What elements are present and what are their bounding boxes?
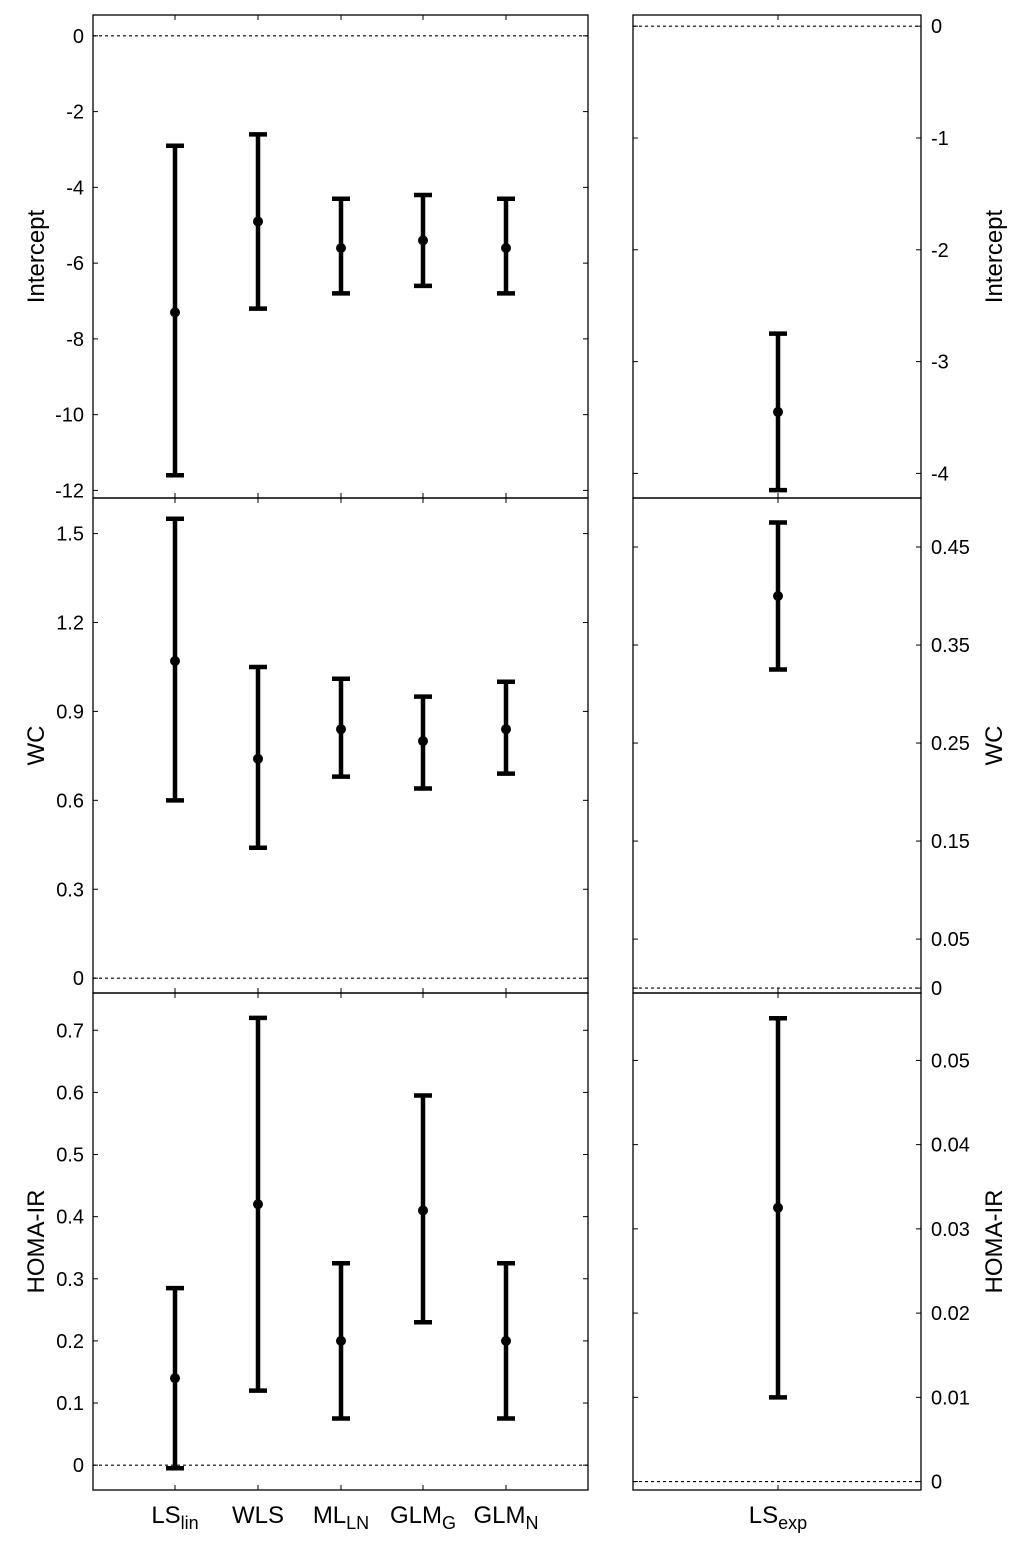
x-category-label: GLMG [390,1502,456,1533]
y-tick-label: 1.2 [56,612,84,634]
errorbar-LS_exp [769,520,787,672]
x-category-label: LSexp [749,1502,807,1533]
errorbar-LS_exp [769,1016,787,1400]
panel-wc-left: 0 0.3 0.6 0.9 1.2 1.5 WC [23,497,589,994]
y-tick-label: 0.03 [931,1219,970,1241]
estimate-point [253,1199,263,1210]
x-category-label: LSlin [151,1502,198,1533]
errorbar-LS_lin [166,516,184,803]
x-category-label: WLS [232,1502,284,1529]
estimate-point [501,1335,511,1346]
y-axis-title: Intercept [23,209,50,303]
y-tick-label: 0.01 [931,1387,970,1409]
y-tick-label: 0.45 [931,537,970,559]
estimate-point [773,591,783,602]
y-axis-title: HOMA-IR [981,1190,1008,1294]
panel-homa-right: 0 0.01 0.02 0.03 0.04 0.05 HOMA-IR [632,992,1008,1494]
y-axis-title: WC [981,726,1008,766]
y-axis-title: WC [23,726,50,766]
y-tick-label: -3 [931,352,949,374]
y-tick-label: 0.6 [56,1082,84,1104]
x-category-label: GLMN [473,1502,538,1533]
y-tick-label: 0.1 [56,1393,84,1415]
errorbar-GLM_N [497,679,515,776]
y-tick-label: 0.35 [931,635,970,657]
y-tick-label: -12 [55,480,84,502]
errorbar-LS_exp [769,331,787,493]
y-tick-label: 0.2 [56,1331,84,1353]
y-tick-label: 0 [73,1455,84,1477]
y-tick-label: -2 [66,102,84,124]
y-tick-label: 0 [73,968,84,990]
y-tick-label: 0.05 [931,929,970,951]
y-tick-label: 0 [931,16,942,38]
estimate-point [336,242,346,253]
y-tick-label: 0.6 [56,790,84,812]
estimate-point [773,406,783,417]
panel-frame [632,992,922,1491]
y-tick-label: 0.05 [931,1050,970,1072]
panel-intercept-right: 0 -1 -2 -3 -4 Intercept [632,14,1008,499]
y-tick-label: 0.4 [56,1207,84,1229]
y-tick-label: 0.04 [931,1135,970,1157]
errorbar-ML_LN [332,196,350,296]
y-tick-label: 0 [931,1472,942,1494]
y-tick-label: -4 [931,463,949,485]
y-tick-label: 1.5 [56,524,84,546]
y-tick-label: 0.5 [56,1145,84,1167]
panel-wc-right: 0 0.05 0.15 0.25 0.35 0.45 WC [632,497,1008,1000]
y-tick-label: 0.7 [56,1020,84,1042]
y-tick-label: -10 [55,405,84,427]
errorbar-GLM_G [414,694,432,791]
errorbar-GLM_G [414,192,432,289]
errorbar-GLM_N [497,196,515,296]
errorbar-WLS [249,1015,267,1393]
panel-intercept-left: 0 -2 -4 -6 -8 -10 -12 Intercept [23,14,589,502]
errorbar-WLS [249,132,267,311]
errorbar-GLM_G [414,1093,432,1325]
y-tick-label: 0 [73,26,84,48]
estimate-point [418,736,428,747]
errorbar-LS_lin [166,143,184,478]
panel-homa-left: 0 0.1 0.2 0.3 0.4 0.5 0.6 0.7 HOMA-IR [23,992,589,1491]
y-tick-label: 0.25 [931,733,970,755]
y-tick-label: -6 [66,253,84,275]
y-tick-label: 0 [931,978,942,1000]
y-tick-label: -4 [66,177,84,199]
estimate-point [418,1205,428,1216]
estimate-point [253,216,263,227]
estimate-point [170,1373,180,1384]
y-tick-label: 0.9 [56,701,84,723]
estimate-point [773,1202,783,1213]
y-tick-label: 0.3 [56,1269,84,1291]
estimate-point [170,656,180,667]
errorbar-ML_LN [332,676,350,779]
errorbar-ML_LN [332,1260,350,1421]
estimate-point [336,1335,346,1346]
estimate-point [253,753,263,764]
y-tick-label: -1 [931,128,949,150]
errorbar-LS_lin [166,1285,184,1471]
y-tick-label: 0.3 [56,879,84,901]
estimate-point [501,242,511,253]
errorbar-GLM_N [497,1260,515,1421]
y-axis-title: HOMA-IR [23,1190,50,1294]
estimate-point [501,724,511,735]
y-axis-title: Intercept [981,209,1008,303]
y-tick-label: 0.02 [931,1303,970,1325]
y-tick-label: -8 [66,329,84,351]
x-category-label: MLLN [313,1502,369,1533]
estimate-point [418,235,428,246]
estimate-point [336,724,346,735]
errorbar-WLS [249,664,267,851]
estimate-point [170,307,180,318]
y-tick-label: 0.15 [931,831,970,853]
y-tick-label: -2 [931,240,949,262]
